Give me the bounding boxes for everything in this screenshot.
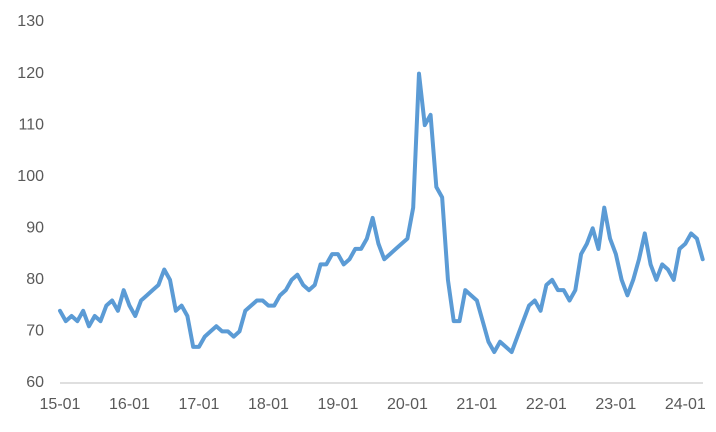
x-tick-label: 17-01 <box>178 396 219 413</box>
x-tick-label: 19-01 <box>317 396 358 413</box>
y-tick-label: 130 <box>17 13 44 30</box>
y-tick-label: 80 <box>26 271 44 288</box>
y-tick-label: 70 <box>26 323 44 340</box>
y-tick-label: 60 <box>26 374 44 391</box>
y-tick-label: 100 <box>17 168 44 185</box>
y-tick-label: 110 <box>18 116 44 133</box>
y-tick-label: 90 <box>26 220 44 237</box>
x-tick-label: 20-01 <box>387 396 428 413</box>
x-tick-label: 18-01 <box>248 396 289 413</box>
y-tick-label: 120 <box>17 65 44 82</box>
x-tick-label: 21-01 <box>456 396 497 413</box>
x-tick-label: 22-01 <box>526 396 567 413</box>
x-tick-label: 16-01 <box>109 396 150 413</box>
x-tick-label: 23-01 <box>595 396 636 413</box>
data-line <box>58 71 705 355</box>
x-tick-label: 24-01 <box>665 396 706 413</box>
x-tick-label: 15-01 <box>40 396 81 413</box>
